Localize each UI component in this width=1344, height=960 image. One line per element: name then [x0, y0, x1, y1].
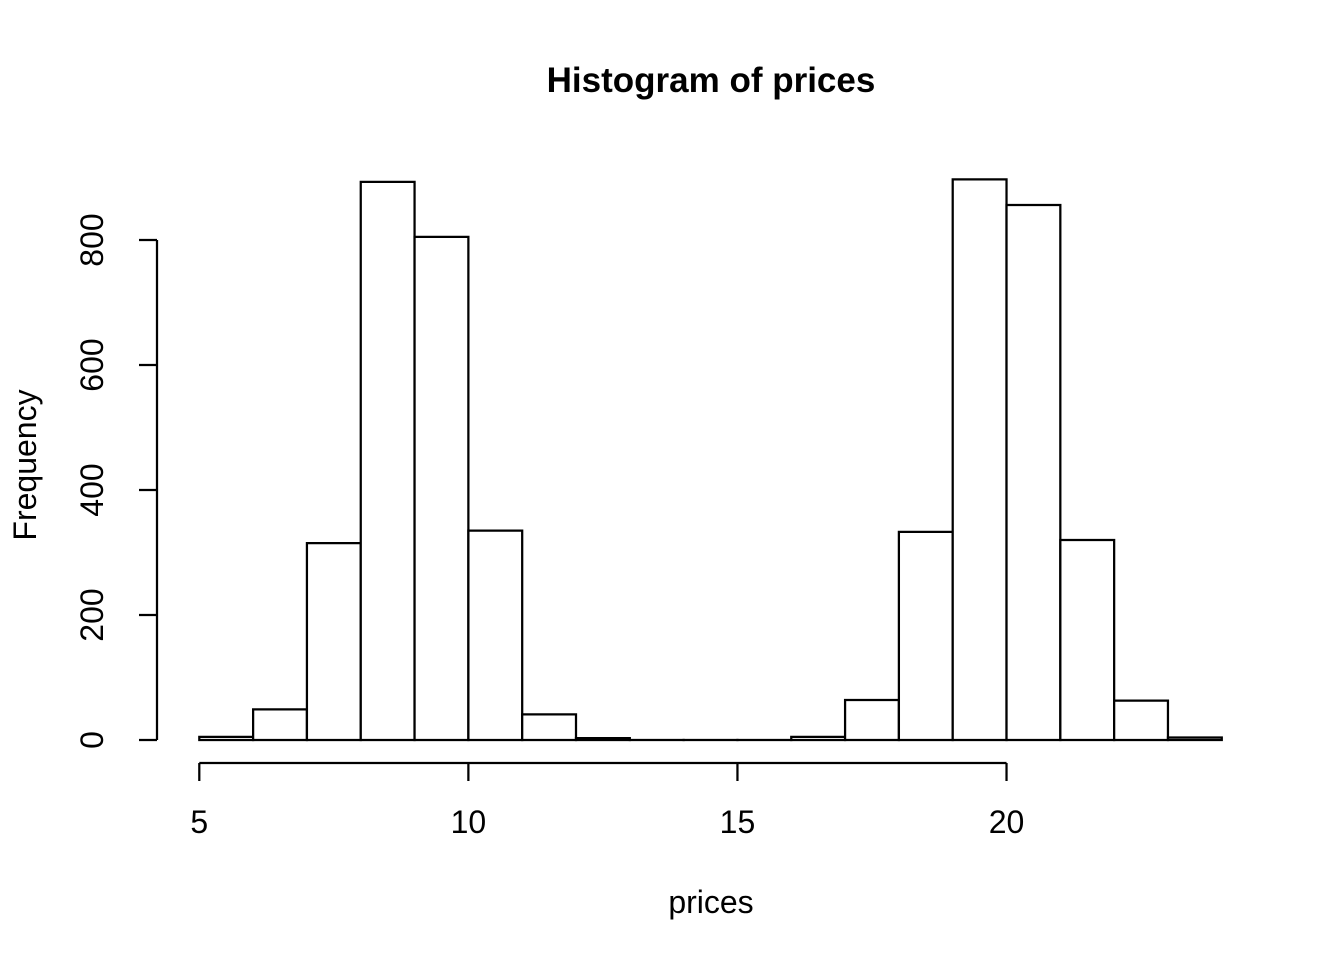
- histogram-bar: [843, 698, 901, 742]
- histogram-bar: [897, 530, 954, 742]
- histogram-bar: [951, 178, 1008, 742]
- histogram-bar: [359, 180, 416, 742]
- chart-title: Histogram of prices: [547, 61, 876, 100]
- histogram-bar: [521, 713, 578, 742]
- histogram-bar: [1059, 538, 1116, 742]
- histogram-bar: [305, 542, 362, 742]
- x-tick-label: 15: [720, 804, 756, 840]
- y-tick-label: 600: [74, 338, 110, 391]
- histogram-bar: [467, 529, 524, 742]
- y-tick-label: 400: [74, 463, 110, 516]
- histogram-bar: [790, 735, 847, 742]
- histogram-bar: [413, 235, 470, 742]
- y-tick-label: 0: [74, 731, 110, 749]
- x-tick-label: 5: [190, 804, 208, 840]
- histogram-bar: [198, 735, 255, 742]
- y-axis-label: Frequency: [7, 389, 43, 540]
- histogram-bar: [1113, 699, 1170, 742]
- y-tick-label: 800: [74, 213, 110, 266]
- x-tick-label: 20: [989, 804, 1025, 840]
- histogram-bar: [574, 737, 631, 742]
- histogram-bar: [1005, 203, 1062, 742]
- x-axis-label: prices: [668, 884, 753, 920]
- histogram-bar: [251, 708, 309, 742]
- x-tick-label: 10: [451, 804, 487, 840]
- bars-layer: [198, 178, 1223, 742]
- y-tick-label: 200: [74, 588, 110, 641]
- histogram-bar: [1166, 736, 1223, 742]
